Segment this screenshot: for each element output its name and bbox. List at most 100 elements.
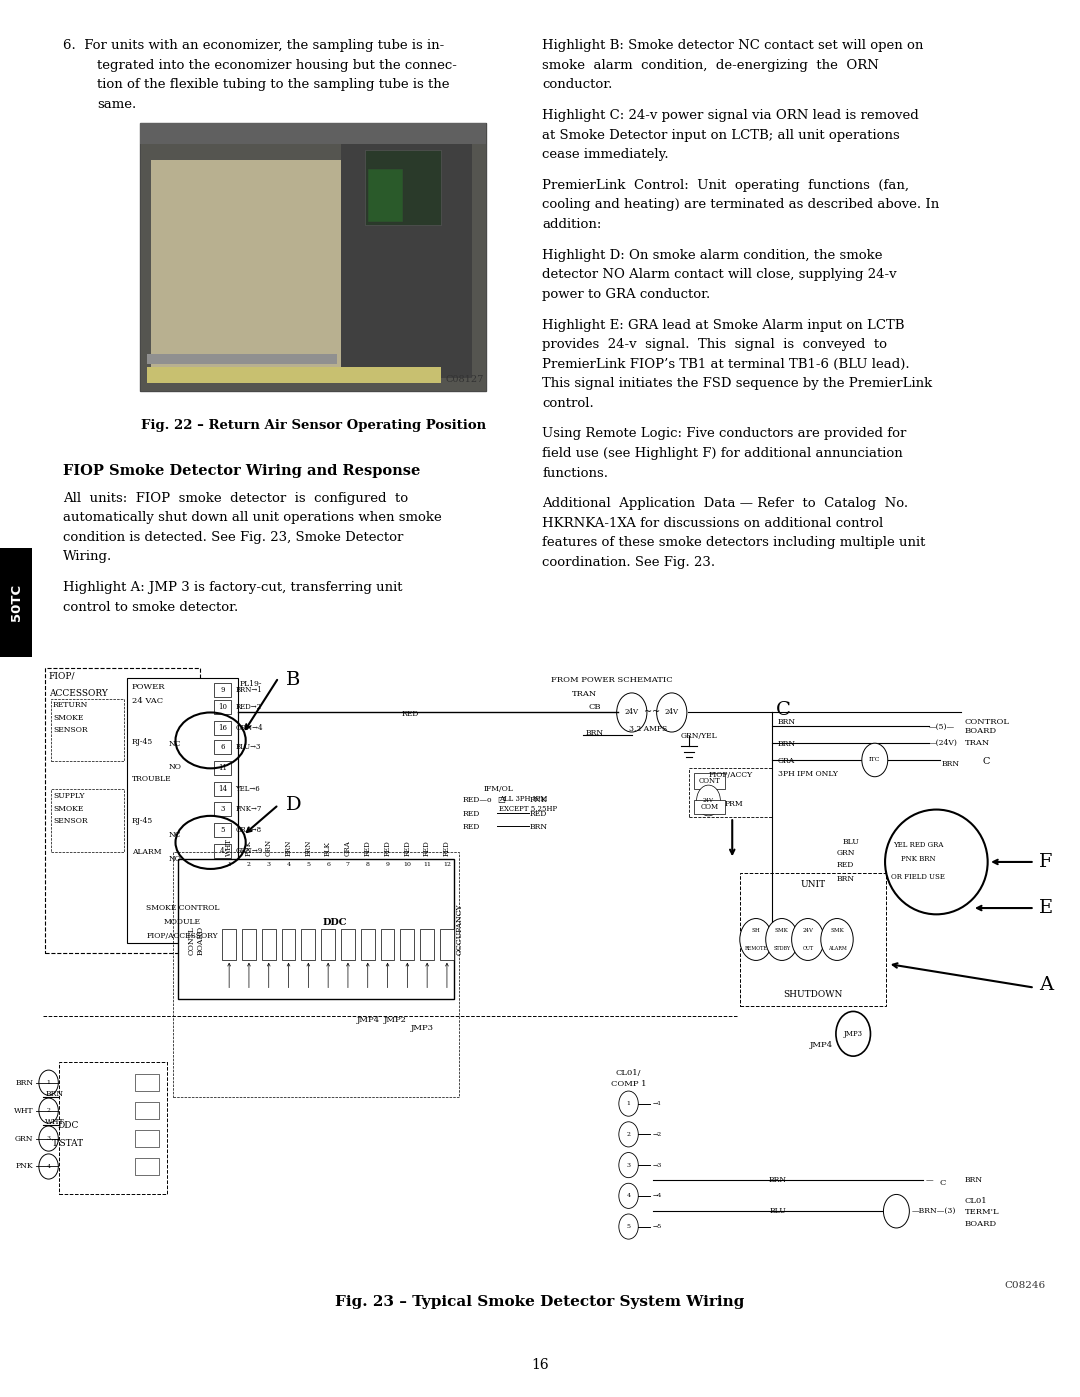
Text: STDBY: STDBY: [773, 947, 791, 951]
Circle shape: [697, 785, 720, 816]
Text: power to GRA conductor.: power to GRA conductor.: [542, 288, 711, 300]
Text: PNK: PNK: [16, 1162, 33, 1171]
Text: 3: 3: [220, 805, 225, 813]
Circle shape: [862, 743, 888, 777]
Text: FIOP/ACCY: FIOP/ACCY: [708, 771, 753, 780]
Bar: [282, 929, 296, 960]
Text: FIOP Smoke Detector Wiring and Response: FIOP Smoke Detector Wiring and Response: [63, 464, 420, 478]
Text: UNIT: UNIT: [800, 880, 825, 888]
Circle shape: [619, 1183, 638, 1208]
Text: ALARM: ALARM: [132, 848, 161, 856]
Text: Fig. 22 – Return Air Sensor Operating Position: Fig. 22 – Return Air Sensor Operating Po…: [140, 419, 486, 432]
Text: 12: 12: [443, 862, 451, 868]
Text: SMOKE: SMOKE: [53, 805, 83, 813]
Text: automatically shut down all unit operations when smoke: automatically shut down all unit operati…: [63, 511, 442, 524]
Text: DDC: DDC: [323, 918, 347, 926]
Text: PL19-: PL19-: [240, 680, 262, 689]
Text: BRN: BRN: [284, 840, 293, 856]
Text: SMOKE: SMOKE: [53, 714, 83, 722]
Text: 3.2 AMPS: 3.2 AMPS: [629, 725, 667, 733]
Text: FIOP/ACCESSORY: FIOP/ACCESSORY: [147, 932, 218, 940]
Text: C: C: [940, 1179, 946, 1187]
Text: 5: 5: [307, 862, 310, 868]
Text: 7: 7: [346, 862, 350, 868]
Text: OUT: OUT: [802, 947, 813, 951]
Text: NC: NC: [168, 740, 181, 749]
Text: BRN: BRN: [529, 823, 548, 831]
Text: 4: 4: [220, 847, 225, 855]
Text: →4: →4: [652, 1193, 662, 1199]
Text: →3: →3: [652, 1162, 662, 1168]
Text: RED: RED: [402, 710, 419, 718]
Text: 24V: 24V: [802, 928, 813, 933]
Text: —BRN—(3): —BRN—(3): [912, 1207, 956, 1215]
Text: PNK→7: PNK→7: [235, 805, 261, 813]
Bar: [147, 367, 441, 383]
Bar: [147, 353, 337, 365]
Text: cease immediately.: cease immediately.: [542, 148, 669, 161]
Text: addition:: addition:: [542, 218, 602, 231]
Text: —(24V): —(24V): [929, 739, 958, 747]
Text: Using Remote Logic: Five conductors are provided for: Using Remote Logic: Five conductors are …: [542, 427, 906, 440]
Text: 4: 4: [626, 1193, 631, 1199]
Text: control.: control.: [542, 397, 594, 409]
Text: features of these smoke detectors including multiple unit: features of these smoke detectors includ…: [542, 536, 926, 549]
Text: 11: 11: [218, 764, 227, 773]
Text: Wiring.: Wiring.: [63, 550, 112, 563]
Text: RED: RED: [462, 823, 480, 831]
Text: →2: →2: [652, 1132, 662, 1137]
Text: Fig. 23 – Typical Smoke Detector System Wiring: Fig. 23 – Typical Smoke Detector System …: [335, 1295, 745, 1309]
Circle shape: [883, 1194, 909, 1228]
Bar: [135, 1074, 159, 1091]
Text: NO: NO: [168, 855, 181, 863]
Text: TRAN: TRAN: [572, 690, 597, 698]
Text: 1: 1: [46, 1080, 51, 1085]
Text: 3: 3: [46, 1136, 51, 1141]
Text: POWER: POWER: [132, 683, 165, 692]
Text: NC: NC: [168, 831, 181, 840]
Bar: [45, 668, 200, 953]
Text: RED: RED: [383, 841, 392, 856]
Bar: [341, 929, 355, 960]
Text: conductor.: conductor.: [542, 78, 612, 91]
Text: 11: 11: [423, 862, 431, 868]
Circle shape: [821, 919, 853, 961]
Text: SENSOR: SENSOR: [53, 817, 87, 826]
Text: BRN: BRN: [305, 840, 312, 856]
Text: F: F: [1039, 854, 1052, 870]
Text: C08127: C08127: [445, 376, 484, 384]
Text: 6.  For units with an economizer, the sampling tube is in-: 6. For units with an economizer, the sam…: [63, 39, 444, 52]
Text: BRN: BRN: [778, 740, 796, 749]
Text: 16: 16: [218, 724, 227, 732]
Text: 9: 9: [220, 686, 225, 694]
Text: GRN: GRN: [837, 849, 855, 858]
Circle shape: [619, 1122, 638, 1147]
Text: BLU: BLU: [842, 838, 860, 847]
Text: RED: RED: [403, 841, 411, 856]
Text: 3: 3: [626, 1162, 631, 1168]
Text: 8: 8: [366, 862, 369, 868]
Text: 24V: 24V: [625, 708, 638, 717]
Bar: [401, 929, 415, 960]
Text: BRN: BRN: [964, 1176, 983, 1185]
Text: ITC: ITC: [869, 757, 880, 763]
Text: ~: ~: [651, 707, 660, 715]
Text: COM: COM: [701, 803, 718, 812]
Bar: [151, 161, 341, 370]
Text: 1: 1: [626, 1101, 631, 1106]
Bar: [214, 761, 231, 775]
Bar: [222, 929, 237, 960]
Text: tion of the flexible tubing to the sampling tube is the: tion of the flexible tubing to the sampl…: [97, 78, 449, 91]
Circle shape: [792, 919, 824, 961]
Text: BLU: BLU: [769, 1207, 786, 1215]
Bar: [178, 859, 454, 999]
Bar: [689, 768, 772, 817]
Text: ALARM: ALARM: [827, 947, 847, 951]
Text: —: —: [926, 1176, 933, 1185]
Text: ~: ~: [644, 707, 652, 715]
Text: 50TC: 50TC: [10, 584, 23, 620]
Text: RED: RED: [529, 810, 546, 819]
Bar: [214, 802, 231, 816]
Text: Highlight A: JMP 3 is factory-cut, transferring unit: Highlight A: JMP 3 is factory-cut, trans…: [63, 581, 402, 594]
Text: 4: 4: [286, 862, 291, 868]
